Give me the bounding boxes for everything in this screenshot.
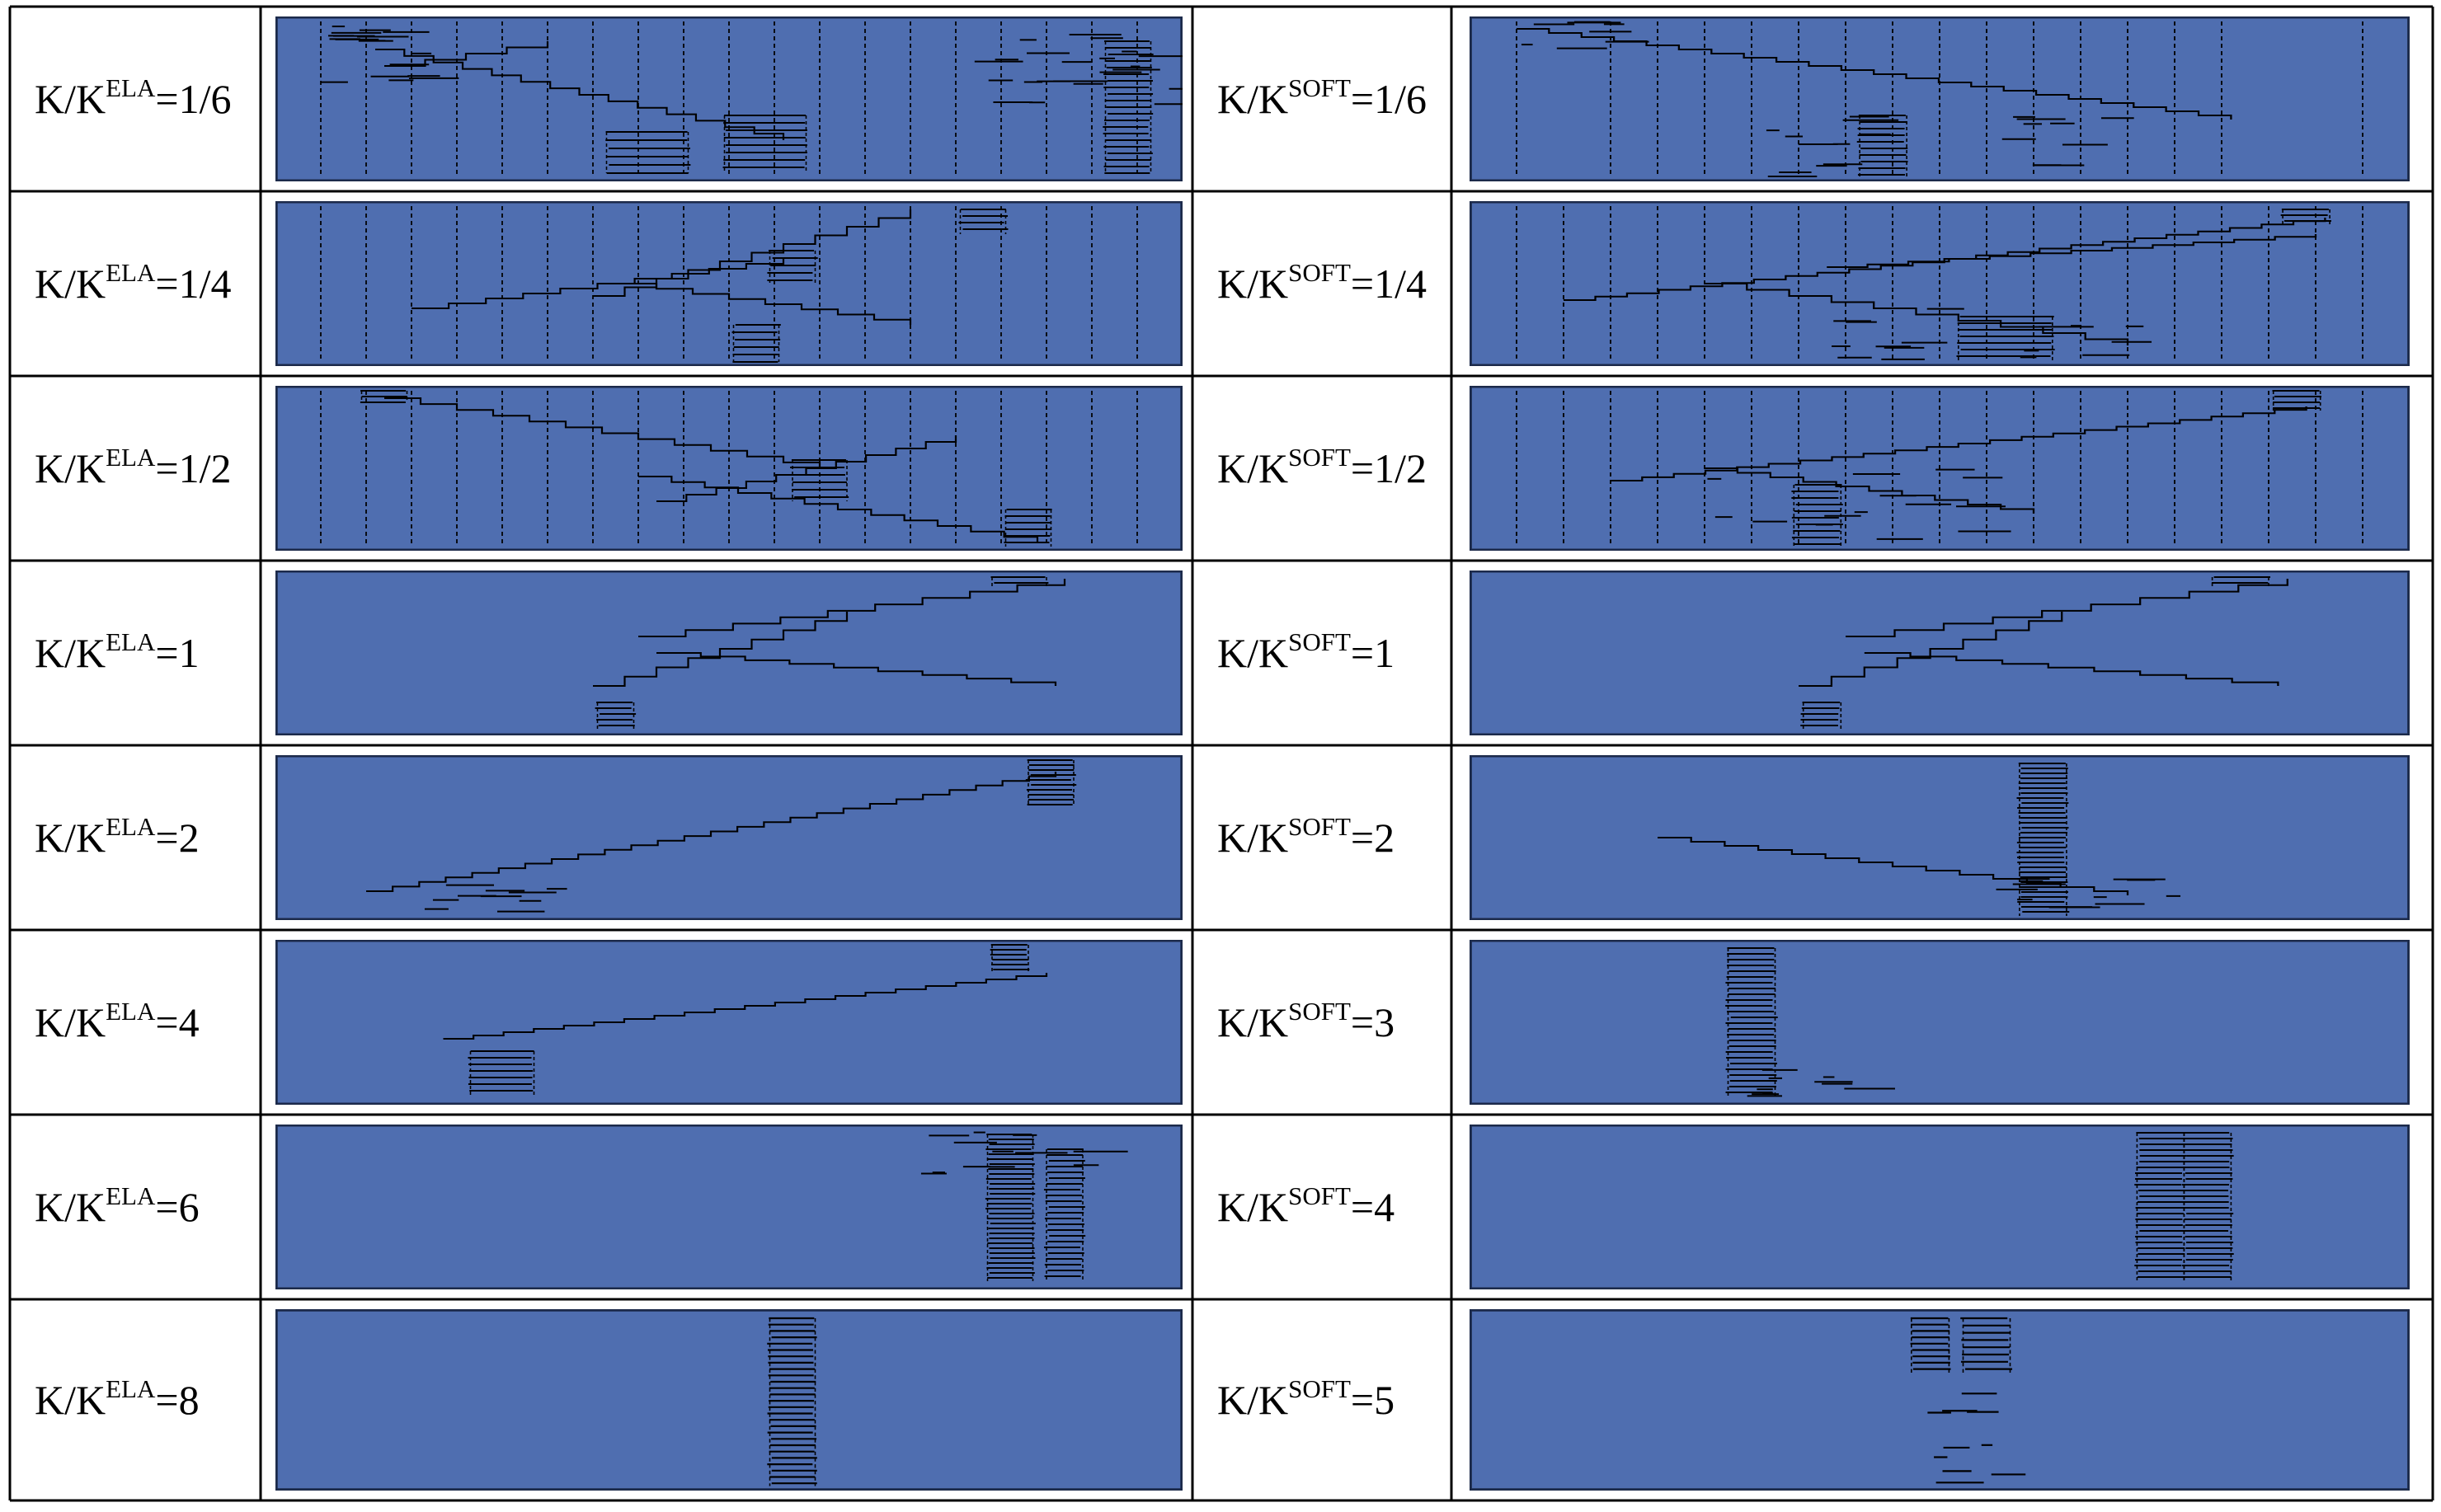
label-value: =1 xyxy=(1350,630,1395,676)
row-label: K/K ELA =8 xyxy=(35,1299,261,1500)
label-superscript: SOFT xyxy=(1288,73,1351,102)
row-label: K/K SOFT =1/4 xyxy=(1217,191,1451,376)
label-value: =1/6 xyxy=(1350,76,1427,122)
panel-graphic xyxy=(275,571,1183,735)
simulation-panel xyxy=(275,201,1183,366)
simulation-panel xyxy=(1470,201,2410,366)
label-superscript: SOFT xyxy=(1288,627,1351,656)
label-prefix: K/K xyxy=(35,815,106,861)
panel-graphic xyxy=(1470,1125,2410,1289)
simulation-panel xyxy=(275,755,1183,920)
label-value: =4 xyxy=(155,999,200,1045)
simulation-panel xyxy=(1470,1309,2410,1491)
row-label: K/K SOFT =4 xyxy=(1217,1115,1451,1299)
simulation-panel xyxy=(1470,386,2410,551)
label-value: =1/2 xyxy=(155,445,232,491)
label-value: =8 xyxy=(155,1377,200,1423)
label-superscript: SOFT xyxy=(1288,811,1351,841)
label-value: =1/4 xyxy=(1350,261,1427,307)
row-label: K/K ELA =4 xyxy=(35,930,261,1115)
panel-graphic xyxy=(1470,16,2410,181)
row-label: K/K SOFT =5 xyxy=(1217,1299,1451,1500)
label-value: =1/2 xyxy=(1350,445,1427,491)
label-value: =2 xyxy=(155,815,200,861)
label-prefix: K/K xyxy=(1217,999,1289,1045)
panel-graphic xyxy=(1470,940,2410,1105)
panel-graphic xyxy=(275,940,1183,1105)
label-superscript: ELA xyxy=(106,257,156,287)
panel-graphic xyxy=(275,1309,1183,1491)
row-label: K/K ELA =6 xyxy=(35,1115,261,1299)
label-prefix: K/K xyxy=(35,630,106,676)
label-value: =3 xyxy=(1350,999,1395,1045)
label-value: =6 xyxy=(155,1184,200,1230)
simulation-panel xyxy=(275,571,1183,735)
row-label: K/K SOFT =2 xyxy=(1217,745,1451,930)
simulation-panel xyxy=(1470,16,2410,181)
label-value: =1/4 xyxy=(155,261,232,307)
label-prefix: K/K xyxy=(1217,76,1289,122)
label-prefix: K/K xyxy=(1217,630,1289,676)
label-superscript: ELA xyxy=(106,1181,156,1210)
panel-graphic xyxy=(275,16,1183,181)
simulation-panel xyxy=(1470,755,2410,920)
simulation-panel xyxy=(1470,1125,2410,1289)
simulation-panel xyxy=(275,940,1183,1105)
label-superscript: ELA xyxy=(106,996,156,1026)
panel-graphic xyxy=(1470,1309,2410,1491)
label-prefix: K/K xyxy=(1217,1377,1289,1423)
row-label: K/K ELA =1 xyxy=(35,561,261,745)
row-label: K/K ELA =1/2 xyxy=(35,376,261,561)
row-label: K/K SOFT =1/6 xyxy=(1217,7,1451,191)
label-prefix: K/K xyxy=(35,76,106,122)
label-superscript: ELA xyxy=(106,442,156,472)
simulation-panel xyxy=(275,1125,1183,1289)
label-value: =4 xyxy=(1350,1184,1395,1230)
row-label: K/K SOFT =3 xyxy=(1217,930,1451,1115)
label-prefix: K/K xyxy=(35,999,106,1045)
label-superscript: ELA xyxy=(106,811,156,841)
label-value: =1 xyxy=(155,630,200,676)
row-label: K/K SOFT =1 xyxy=(1217,561,1451,745)
label-superscript: SOFT xyxy=(1288,257,1351,287)
panel-graphic xyxy=(275,201,1183,366)
simulation-panel xyxy=(275,386,1183,551)
simulation-panel xyxy=(1470,940,2410,1105)
label-superscript: ELA xyxy=(106,627,156,656)
label-superscript: SOFT xyxy=(1288,1181,1351,1210)
panel-graphic xyxy=(275,1125,1183,1289)
label-prefix: K/K xyxy=(35,261,106,307)
label-value: =2 xyxy=(1350,815,1395,861)
panel-graphic xyxy=(1470,386,2410,551)
label-superscript: SOFT xyxy=(1288,442,1351,472)
label-prefix: K/K xyxy=(35,1377,106,1423)
panel-graphic xyxy=(1470,201,2410,366)
panel-graphic xyxy=(1470,571,2410,735)
label-prefix: K/K xyxy=(1217,1184,1289,1230)
row-label: K/K ELA =1/6 xyxy=(35,7,261,191)
label-superscript: ELA xyxy=(106,73,156,102)
label-prefix: K/K xyxy=(35,445,106,491)
label-superscript: ELA xyxy=(106,1373,156,1403)
panel-graphic xyxy=(275,755,1183,920)
label-prefix: K/K xyxy=(1217,445,1289,491)
panel-graphic xyxy=(1470,755,2410,920)
label-value: =5 xyxy=(1350,1377,1395,1423)
label-prefix: K/K xyxy=(1217,815,1289,861)
panel-graphic xyxy=(275,386,1183,551)
label-value: =1/6 xyxy=(155,76,232,122)
label-superscript: SOFT xyxy=(1288,1373,1351,1403)
label-superscript: SOFT xyxy=(1288,996,1351,1026)
simulation-panel xyxy=(1470,571,2410,735)
simulation-panel xyxy=(275,16,1183,181)
row-label: K/K SOFT =1/2 xyxy=(1217,376,1451,561)
row-label: K/K ELA =1/4 xyxy=(35,191,261,376)
row-label: K/K ELA =2 xyxy=(35,745,261,930)
label-prefix: K/K xyxy=(35,1184,106,1230)
simulation-panel xyxy=(275,1309,1183,1491)
label-prefix: K/K xyxy=(1217,261,1289,307)
